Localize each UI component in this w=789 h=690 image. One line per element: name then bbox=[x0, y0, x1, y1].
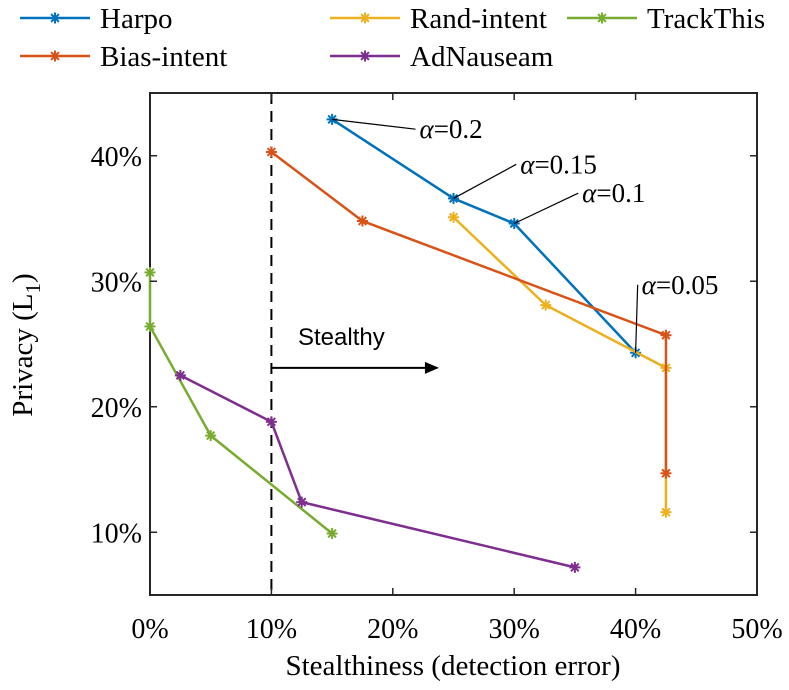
y-tick-label: 40% bbox=[91, 142, 142, 173]
annotation-label: α=0.2 bbox=[420, 114, 483, 144]
series-line-rand-intent bbox=[452, 216, 668, 513]
annotation-2: α=0.1 bbox=[513, 178, 645, 225]
legend-marker bbox=[49, 12, 61, 24]
data-point-bias-intent bbox=[356, 215, 368, 227]
annotation-alpha: α bbox=[520, 149, 535, 179]
legend-item-harpo: Harpo bbox=[20, 3, 172, 35]
series-trackthis bbox=[144, 266, 338, 540]
annotation-label: α=0.1 bbox=[582, 178, 645, 208]
legend-label: Rand-intent bbox=[410, 3, 547, 35]
series-line-bias-intent bbox=[270, 150, 668, 474]
legend-item-bias-intent: Bias-intent bbox=[20, 41, 227, 73]
series-bias-intent bbox=[265, 146, 672, 479]
y-tick-label: 20% bbox=[91, 393, 142, 424]
y-axis-label-sub: 1 bbox=[21, 283, 45, 294]
annotation-leader bbox=[453, 163, 517, 199]
legend-item-rand-intent: Rand-intent bbox=[330, 3, 547, 35]
annotation-leader bbox=[635, 284, 639, 353]
data-point-trackthis bbox=[205, 430, 217, 442]
legend: Harpo Rand-intent TrackThis Bias-intent AdNa… bbox=[20, 3, 765, 73]
annotation-value: =0.05 bbox=[656, 270, 718, 300]
legend-marker bbox=[359, 50, 371, 62]
x-tick-label: 20% bbox=[367, 614, 418, 645]
annotations: α=0.2α=0.15α=0.1α=0.05 bbox=[332, 114, 718, 353]
data-point-adnauseam bbox=[265, 416, 277, 428]
y-axis-label-end: ) bbox=[7, 273, 39, 283]
annotation-value: =0.1 bbox=[596, 178, 645, 208]
annotation-leader bbox=[332, 118, 416, 130]
data-point-rand-intent bbox=[448, 211, 459, 223]
series-line-harpo bbox=[331, 118, 637, 354]
legend-label: Bias-intent bbox=[100, 41, 227, 73]
series-adnauseam bbox=[174, 369, 581, 573]
data-point-adnauseam bbox=[296, 496, 308, 508]
data-point-adnauseam bbox=[569, 561, 581, 573]
legend-item-trackthis: TrackThis bbox=[567, 3, 765, 35]
annotation-alpha: α bbox=[582, 178, 597, 208]
x-axis-label: Stealthiness (detection error) bbox=[286, 650, 621, 682]
legend-label: Harpo bbox=[100, 3, 172, 35]
x-tick-label: 10% bbox=[246, 614, 297, 645]
legend-marker bbox=[596, 12, 608, 24]
legend-marker bbox=[49, 50, 61, 62]
annotation-alpha: α bbox=[642, 270, 657, 300]
x-tick-label: 30% bbox=[489, 614, 540, 645]
data-point-rand-intent bbox=[660, 506, 672, 518]
series-line-trackthis bbox=[148, 272, 333, 535]
stealthy-group: Stealthy bbox=[271, 324, 439, 374]
data-point-trackthis bbox=[326, 528, 338, 540]
data-point-trackthis bbox=[144, 266, 156, 278]
y-axis-label: Privacy (L1) bbox=[7, 273, 45, 416]
x-tick-label: 0% bbox=[131, 614, 168, 645]
legend-label: AdNauseam bbox=[410, 41, 554, 73]
data-point-bias-intent bbox=[660, 467, 672, 479]
data-point-trackthis bbox=[144, 320, 156, 332]
legend-label: TrackThis bbox=[647, 3, 765, 35]
ticks: 0% 10% 20% 30% 40% 50% 10% 20% 30% 40% bbox=[91, 93, 783, 645]
data-point-rand-intent bbox=[540, 299, 552, 311]
data-point-bias-intent bbox=[265, 146, 277, 158]
annotation-label: α=0.15 bbox=[520, 149, 597, 179]
y-axis-label-main: Privacy (L bbox=[7, 293, 39, 416]
series-line-adnauseam bbox=[179, 374, 576, 569]
plot-frame bbox=[149, 92, 758, 596]
x-tick-label: 40% bbox=[610, 614, 661, 645]
annotation-1: α=0.15 bbox=[453, 149, 597, 199]
x-tick-label: 50% bbox=[731, 614, 782, 645]
legend-marker bbox=[359, 12, 371, 24]
annotation-3: α=0.05 bbox=[635, 270, 719, 353]
series-lines bbox=[144, 113, 672, 573]
annotation-0: α=0.2 bbox=[332, 114, 483, 144]
plot-area: α=0.2α=0.15α=0.1α=0.05 Stealthy 0% 10% 20%… bbox=[91, 92, 783, 645]
stealthy-arrow-head bbox=[424, 361, 439, 374]
series-rand-intent bbox=[448, 211, 672, 518]
annotation-leader bbox=[513, 192, 579, 225]
y-tick-label: 30% bbox=[91, 267, 142, 298]
annotation-value: =0.2 bbox=[434, 114, 483, 144]
legend-item-adnauseam: AdNauseam bbox=[330, 41, 554, 73]
data-point-bias-intent bbox=[660, 329, 672, 341]
annotation-label: α=0.05 bbox=[642, 270, 719, 300]
stealthy-label: Stealthy bbox=[298, 324, 385, 351]
annotation-value: =0.15 bbox=[534, 149, 596, 179]
annotation-alpha: α bbox=[420, 114, 435, 144]
y-tick-label: 10% bbox=[91, 518, 142, 549]
data-point-adnauseam bbox=[174, 369, 186, 381]
